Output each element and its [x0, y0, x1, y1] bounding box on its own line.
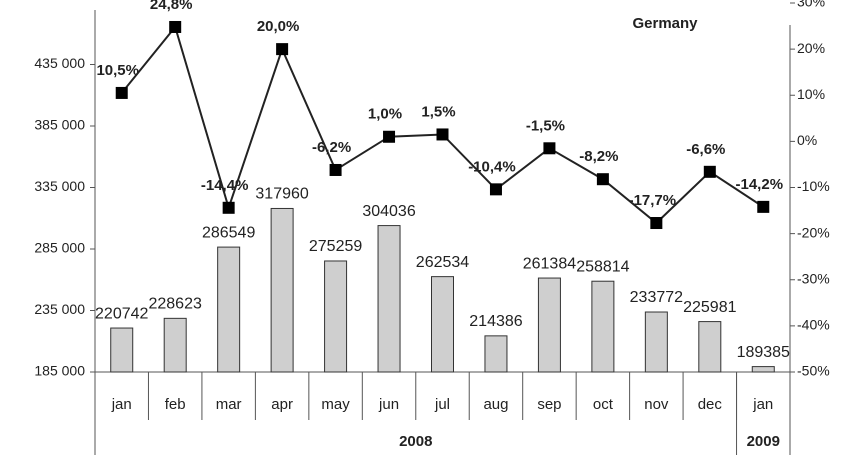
line-value-label: -1,5% — [526, 117, 565, 134]
x-tick-label: aug — [483, 396, 508, 413]
bar-value-label: 258814 — [576, 258, 629, 275]
line-value-label: -10,4% — [468, 158, 516, 175]
x-tick-label: jan — [752, 396, 773, 413]
y2-tick-label: 30% — [797, 0, 825, 10]
y2-tick-label: -30% — [797, 270, 830, 286]
x-tick-label: feb — [165, 396, 186, 413]
line-value-label: 10,5% — [96, 62, 139, 79]
bar-value-label: 233772 — [630, 289, 683, 306]
y2-tick-label: 0% — [797, 132, 817, 148]
bar-value-label: 304036 — [362, 203, 415, 220]
bar-value-label: 275259 — [309, 238, 362, 255]
bar — [751, 366, 775, 373]
x-tick-label: jul — [434, 396, 450, 413]
y-tick-label: 335 000 — [34, 178, 85, 194]
line-marker — [383, 130, 396, 143]
x-tick-label: apr — [271, 396, 293, 413]
line-marker — [436, 128, 449, 141]
line-marker — [703, 165, 716, 178]
y-tick-label: 235 000 — [34, 301, 85, 317]
x-tick-label: nov — [644, 396, 669, 413]
y-tick-label: 185 000 — [34, 363, 85, 379]
x-tick-label: may — [321, 396, 350, 413]
bar-value-label: 228623 — [148, 296, 201, 313]
line-marker — [489, 183, 502, 196]
line-value-label: -17,7% — [629, 192, 677, 209]
line-marker — [169, 20, 182, 33]
line-value-label: 1,5% — [421, 103, 455, 120]
line-value-label: -6,6% — [686, 141, 725, 158]
line-marker — [596, 173, 609, 186]
group-label: 2009 — [747, 433, 780, 450]
bar-value-label: 225981 — [683, 299, 736, 316]
bar-value-label: 220742 — [95, 305, 148, 322]
line-marker — [329, 163, 342, 176]
x-tick-label: jan — [111, 396, 132, 413]
bar-value-label: 317960 — [255, 186, 308, 203]
chart-title: Germany — [632, 15, 698, 32]
y-tick-label: 285 000 — [34, 240, 85, 256]
line-marker — [543, 142, 556, 155]
bar — [537, 277, 561, 373]
line-value-label: -6,2% — [312, 139, 351, 156]
line-marker — [222, 201, 235, 214]
line-value-label: -14,2% — [736, 176, 784, 193]
line-marker — [757, 200, 770, 213]
x-tick-label: oct — [593, 396, 614, 413]
bar — [484, 335, 508, 373]
y2-tick-label: -10% — [797, 178, 830, 194]
bar-value-label: 261384 — [523, 255, 576, 272]
line-marker — [115, 86, 128, 99]
y2-tick-label: 10% — [797, 86, 825, 102]
x-tick-label: mar — [216, 396, 242, 413]
x-tick-label: dec — [698, 396, 723, 413]
bar-value-label: 286549 — [202, 224, 255, 241]
bar — [698, 321, 722, 373]
line-value-label: 20,0% — [257, 18, 300, 35]
bar — [324, 260, 348, 373]
line-marker — [276, 43, 289, 56]
bar-value-label: 262534 — [416, 254, 469, 271]
line-marker — [650, 217, 663, 230]
bar — [431, 276, 454, 373]
bar-value-label: 189385 — [737, 344, 790, 361]
bar — [644, 311, 668, 373]
bar-value-label: 214386 — [469, 313, 522, 330]
bar — [591, 280, 615, 373]
group-label: 2008 — [399, 433, 432, 450]
line-value-label: -14,4% — [201, 177, 249, 194]
y2-tick-label: -20% — [797, 224, 830, 240]
bar — [377, 225, 401, 373]
x-tick-label: jun — [378, 396, 399, 413]
line-value-label: 24,8% — [150, 0, 193, 13]
line-value-label: -8,2% — [579, 148, 618, 165]
bar — [163, 317, 187, 373]
y2-tick-label: 20% — [797, 40, 825, 56]
line-value-label: 1,0% — [368, 106, 402, 123]
y2-tick-label: -50% — [797, 363, 830, 379]
y2-tick-label: -40% — [797, 317, 830, 333]
x-tick-label: sep — [537, 396, 561, 413]
bar — [270, 207, 294, 373]
y-tick-label: 435 000 — [34, 55, 85, 71]
bar — [110, 327, 134, 373]
y-tick-label: 385 000 — [34, 117, 85, 133]
bar — [217, 246, 241, 373]
